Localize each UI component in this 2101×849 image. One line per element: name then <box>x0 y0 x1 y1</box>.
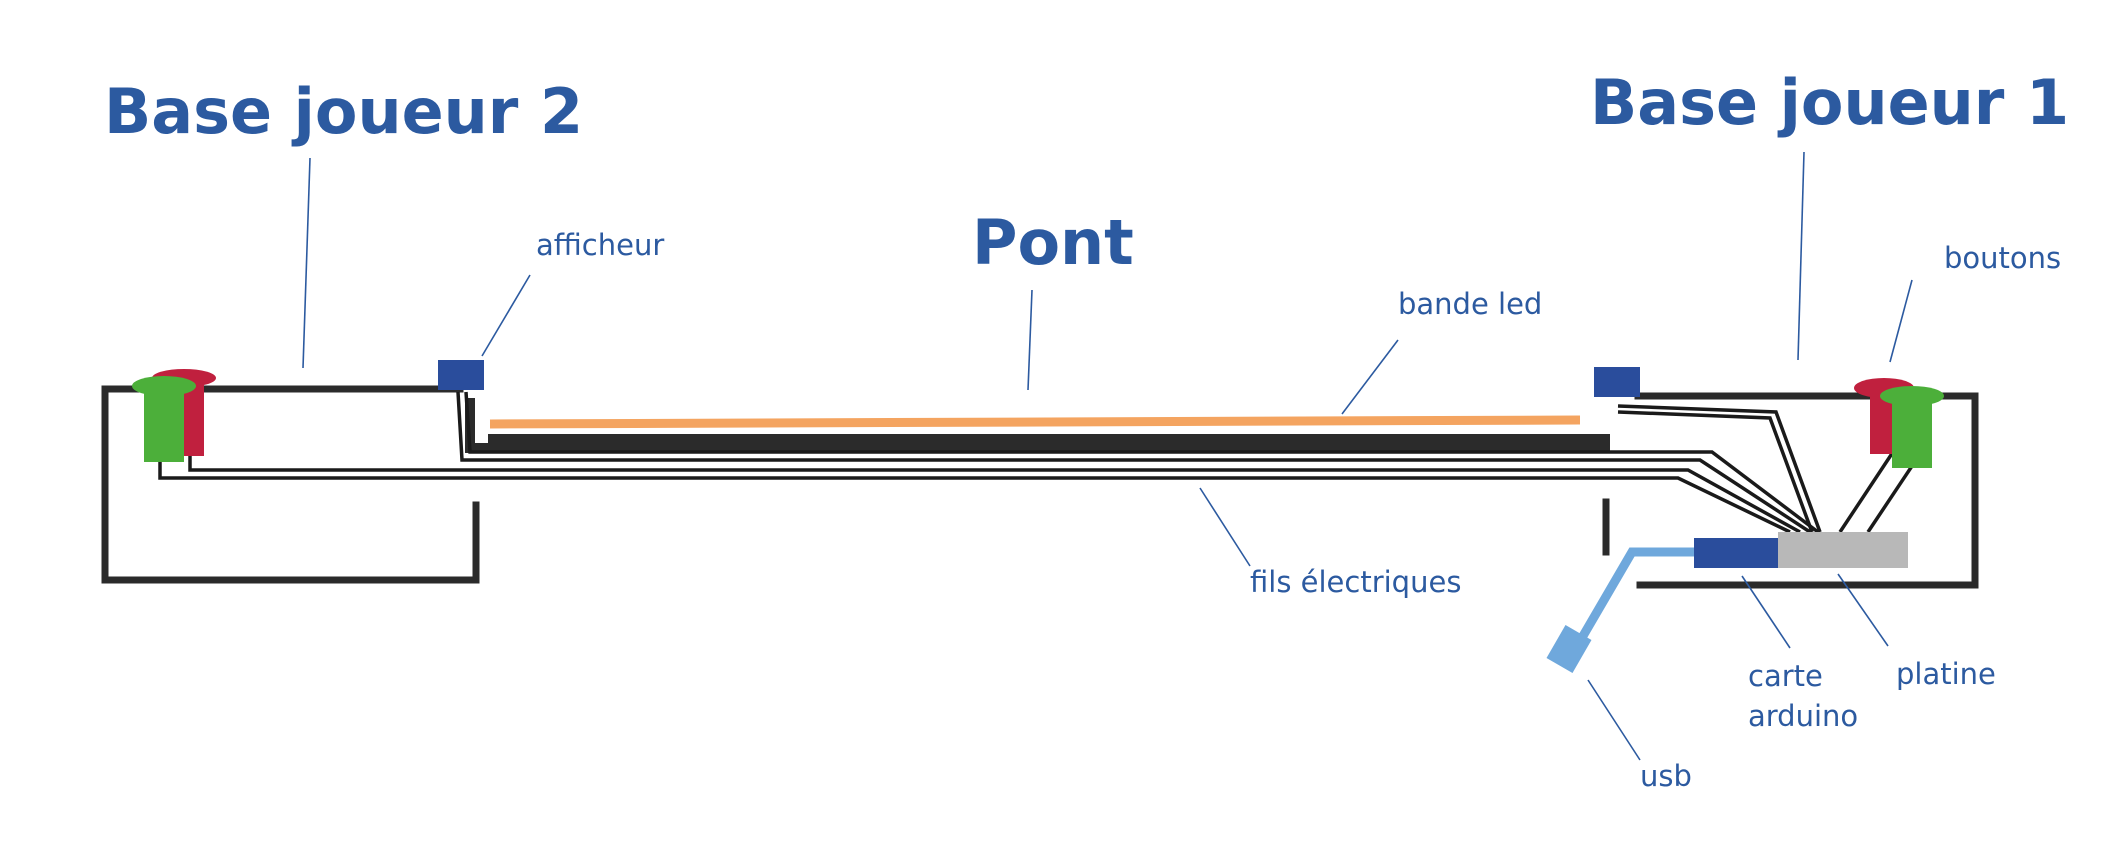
afficheur-right <box>1594 367 1640 397</box>
buttons-left <box>132 369 216 462</box>
label-afficheur: afficheur <box>536 228 664 262</box>
label-base-joueur-1: Base joueur 1 <box>1590 66 2069 139</box>
label-carte: carte <box>1748 659 1823 693</box>
bridge-beam <box>488 434 1610 452</box>
base-joueur-1-box <box>1602 392 1979 589</box>
label-arduino: arduino <box>1748 699 1858 733</box>
label-bande-led: bande led <box>1398 287 1542 321</box>
arduino-board <box>1694 538 1778 568</box>
label-base-joueur-2: Base joueur 2 <box>104 75 583 148</box>
platine-board <box>1778 532 1908 568</box>
led-strip <box>489 415 1581 429</box>
label-pont: Pont <box>972 206 1134 279</box>
base-joueur-2-box <box>101 385 480 584</box>
afficheur-left <box>438 360 484 390</box>
usb-cable <box>1546 547 1694 673</box>
label-fils-electriques: fils électriques <box>1250 565 1461 599</box>
label-usb: usb <box>1640 759 1692 793</box>
leader-lines <box>302 151 1913 761</box>
label-boutons: boutons <box>1944 241 2061 275</box>
buttons-right <box>1854 378 1944 468</box>
electrical-wires <box>158 391 1914 534</box>
label-platine: platine <box>1896 657 1996 691</box>
